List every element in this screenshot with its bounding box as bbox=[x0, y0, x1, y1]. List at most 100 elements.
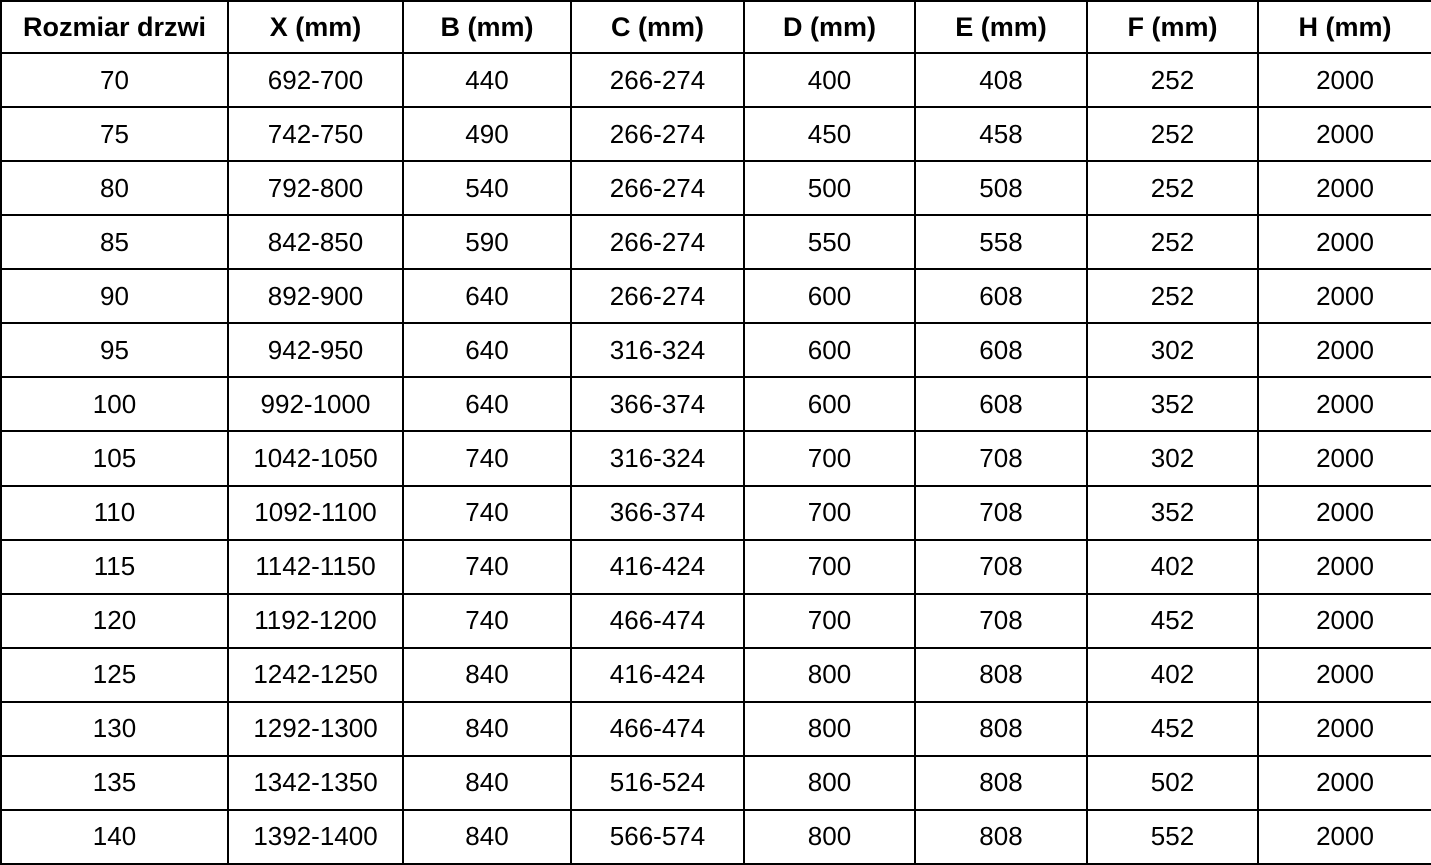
table-cell: 892-900 bbox=[227, 268, 404, 325]
table-cell: 316-324 bbox=[570, 430, 745, 487]
table-cell: 700 bbox=[743, 592, 916, 649]
table-cell: 2000 bbox=[1257, 430, 1431, 487]
table-cell: 600 bbox=[743, 376, 916, 433]
table-cell: 840 bbox=[402, 646, 572, 703]
row-label-cell: 120 bbox=[0, 592, 229, 649]
table-cell: 740 bbox=[402, 484, 572, 541]
table-cell: 402 bbox=[1086, 646, 1259, 703]
table-cell: 552 bbox=[1086, 808, 1259, 865]
row-label-cell: 95 bbox=[0, 322, 229, 379]
table-cell: 740 bbox=[402, 430, 572, 487]
table-cell: 558 bbox=[914, 214, 1088, 271]
table-cell: 252 bbox=[1086, 51, 1259, 109]
table-cell: 808 bbox=[914, 646, 1088, 703]
table-cell: 708 bbox=[914, 592, 1088, 649]
table-cell: 800 bbox=[743, 808, 916, 865]
table-cell: 466-474 bbox=[570, 592, 745, 649]
table-cell: 600 bbox=[743, 322, 916, 379]
row-label-cell: 130 bbox=[0, 700, 229, 757]
table-cell: 2000 bbox=[1257, 484, 1431, 541]
table-cell: 2000 bbox=[1257, 538, 1431, 595]
table-cell: 608 bbox=[914, 322, 1088, 379]
table-cell: 700 bbox=[743, 484, 916, 541]
table-row: 85 842-850 590 266-274 550 558 252 2000 bbox=[0, 214, 1431, 271]
table-cell: 2000 bbox=[1257, 51, 1431, 109]
table-cell: 708 bbox=[914, 484, 1088, 541]
table-cell: 452 bbox=[1086, 592, 1259, 649]
table-cell: 708 bbox=[914, 538, 1088, 595]
table-cell: 808 bbox=[914, 808, 1088, 865]
table-cell: 540 bbox=[402, 160, 572, 217]
table-cell: 352 bbox=[1086, 484, 1259, 541]
table-cell: 2000 bbox=[1257, 214, 1431, 271]
table-cell: 366-374 bbox=[570, 376, 745, 433]
table-cell: 508 bbox=[914, 160, 1088, 217]
table-cell: 2000 bbox=[1257, 646, 1431, 703]
row-label-cell: 75 bbox=[0, 106, 229, 163]
table-cell: 252 bbox=[1086, 214, 1259, 271]
table-cell: 740 bbox=[402, 592, 572, 649]
table-cell: 700 bbox=[743, 430, 916, 487]
table-cell: 416-424 bbox=[570, 538, 745, 595]
table-cell: 2000 bbox=[1257, 754, 1431, 811]
table-cell: 266-274 bbox=[570, 160, 745, 217]
table-cell: 2000 bbox=[1257, 160, 1431, 217]
row-label-cell: 125 bbox=[0, 646, 229, 703]
table-cell: 1142-1150 bbox=[227, 538, 404, 595]
table-row: 70 692-700 440 266-274 400 408 252 2000 bbox=[0, 51, 1431, 109]
table-row: 75 742-750 490 266-274 450 458 252 2000 bbox=[0, 106, 1431, 163]
row-label-cell: 90 bbox=[0, 268, 229, 325]
table-cell: 2000 bbox=[1257, 592, 1431, 649]
table-cell: 266-274 bbox=[570, 106, 745, 163]
table-row: 125 1242-1250 840 416-424 800 808 402 2000 bbox=[0, 646, 1431, 703]
table-row: 100 992-1000 640 366-374 600 608 352 2000 bbox=[0, 376, 1431, 433]
table-cell: 2000 bbox=[1257, 700, 1431, 757]
table-cell: 500 bbox=[743, 160, 916, 217]
table-cell: 608 bbox=[914, 268, 1088, 325]
table-cell: 266-274 bbox=[570, 51, 745, 109]
table-cell: 2000 bbox=[1257, 106, 1431, 163]
table-row: 120 1192-1200 740 466-474 700 708 452 2000 bbox=[0, 592, 1431, 649]
table-cell: 1092-1100 bbox=[227, 484, 404, 541]
table-cell: 640 bbox=[402, 322, 572, 379]
table-cell: 840 bbox=[402, 754, 572, 811]
table-cell: 452 bbox=[1086, 700, 1259, 757]
table-cell: 458 bbox=[914, 106, 1088, 163]
table-cell: 252 bbox=[1086, 160, 1259, 217]
table-row: 105 1042-1050 740 316-324 700 708 302 2000 bbox=[0, 430, 1431, 487]
column-header-rozmiar-drzwi: Rozmiar drzwi bbox=[0, 0, 229, 54]
table-cell: 402 bbox=[1086, 538, 1259, 595]
column-header-f-mm: F (mm) bbox=[1086, 0, 1259, 54]
table-cell: 792-800 bbox=[227, 160, 404, 217]
table-cell: 1242-1250 bbox=[227, 646, 404, 703]
table-cell: 708 bbox=[914, 430, 1088, 487]
row-label-cell: 140 bbox=[0, 808, 229, 865]
table-row: 115 1142-1150 740 416-424 700 708 402 2000 bbox=[0, 538, 1431, 595]
column-header-h-mm: H (mm) bbox=[1257, 0, 1431, 54]
table-cell: 992-1000 bbox=[227, 376, 404, 433]
row-label-cell: 80 bbox=[0, 160, 229, 217]
table-cell: 408 bbox=[914, 51, 1088, 109]
row-label-cell: 100 bbox=[0, 376, 229, 433]
table-cell: 808 bbox=[914, 754, 1088, 811]
table-cell: 1342-1350 bbox=[227, 754, 404, 811]
table-body: 70 692-700 440 266-274 400 408 252 2000 75 742-75… bbox=[0, 51, 1431, 865]
table-cell: 692-700 bbox=[227, 51, 404, 109]
table-cell: 2000 bbox=[1257, 268, 1431, 325]
table-cell: 808 bbox=[914, 700, 1088, 757]
column-header-b-mm: B (mm) bbox=[402, 0, 572, 54]
header-row: Rozmiar drzwi X (mm) B (mm) C (mm) D (mm… bbox=[0, 0, 1431, 54]
table-cell: 352 bbox=[1086, 376, 1259, 433]
row-label-cell: 135 bbox=[0, 754, 229, 811]
table-cell: 700 bbox=[743, 538, 916, 595]
table-row: 135 1342-1350 840 516-524 800 808 502 2000 bbox=[0, 754, 1431, 811]
table-cell: 566-574 bbox=[570, 808, 745, 865]
table-cell: 2000 bbox=[1257, 322, 1431, 379]
table-cell: 252 bbox=[1086, 268, 1259, 325]
table-cell: 742-750 bbox=[227, 106, 404, 163]
table-cell: 502 bbox=[1086, 754, 1259, 811]
table-cell: 1042-1050 bbox=[227, 430, 404, 487]
table-cell: 516-524 bbox=[570, 754, 745, 811]
table-cell: 590 bbox=[402, 214, 572, 271]
